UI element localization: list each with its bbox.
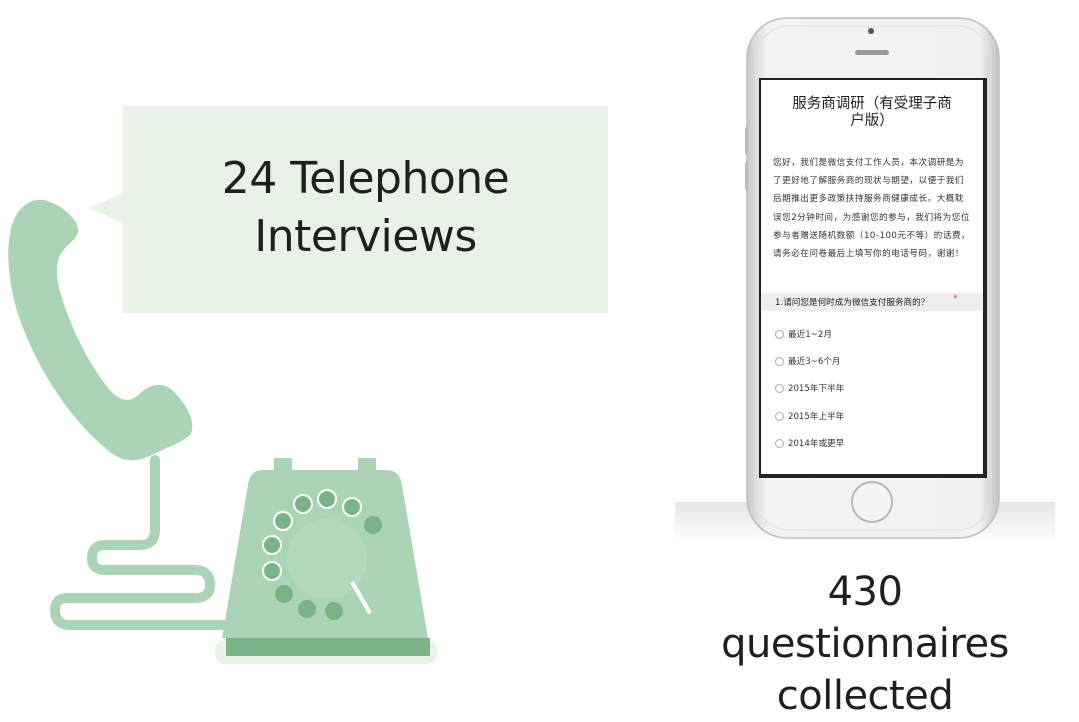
survey-option[interactable]: 2015年上半年 <box>775 410 844 422</box>
phone-screen: 服务商调研（有受理子商 户版） 您好，我们是微信支付工作人员，本次调研是为了更好… <box>761 80 983 474</box>
speech-bubble-tail <box>88 193 124 223</box>
survey-option[interactable]: 最近1~2月 <box>775 328 832 340</box>
phone-home-button <box>851 481 893 523</box>
survey-title-line-2: 户版） <box>850 113 894 129</box>
telephone-base-stripe <box>226 638 430 656</box>
radio-icon[interactable] <box>775 384 784 393</box>
radio-icon[interactable] <box>775 330 784 339</box>
telephone-illustration <box>8 199 437 664</box>
survey-option[interactable]: 2014年或更早 <box>775 437 844 449</box>
caption-line-1: 430 questionnaires <box>721 569 1009 667</box>
radio-icon[interactable] <box>775 357 784 366</box>
survey-title-line-1: 服务商调研（有受理子商 <box>792 96 952 112</box>
caption-line-2: collected <box>776 673 954 719</box>
telephone-finger-stop <box>350 580 372 615</box>
question-header: 1.请问您是何时成为微信支付服务商的？ * <box>761 293 983 311</box>
required-marker: * <box>953 294 958 304</box>
radio-icon[interactable] <box>775 439 784 448</box>
survey-title: 服务商调研（有受理子商 户版） <box>771 96 973 130</box>
bubble-line-2: Interviews <box>254 211 477 262</box>
telephone-dial-holes <box>263 490 382 620</box>
phone-speaker <box>855 50 889 55</box>
telephone-handset <box>8 199 193 461</box>
telephone-interviews-label: 24 Telephone Interviews <box>123 150 608 266</box>
speech-bubble <box>123 106 608 313</box>
survey-intro: 您好，我们是微信支付工作人员，本次调研是为了更好地了解服务商的现状与期望，以便于… <box>773 158 971 260</box>
phone-camera <box>868 28 874 34</box>
survey-option[interactable]: 最近3~6个月 <box>775 355 841 367</box>
questionnaires-caption: 430 questionnaires collected <box>680 566 1050 722</box>
telephone-cord <box>50 455 240 630</box>
question-text: 1.请问您是何时成为微信支付服务商的？ <box>775 298 930 308</box>
survey-option[interactable]: 2015年下半年 <box>775 382 844 394</box>
bubble-line-1: 24 Telephone <box>221 153 510 204</box>
radio-icon[interactable] <box>775 412 784 421</box>
